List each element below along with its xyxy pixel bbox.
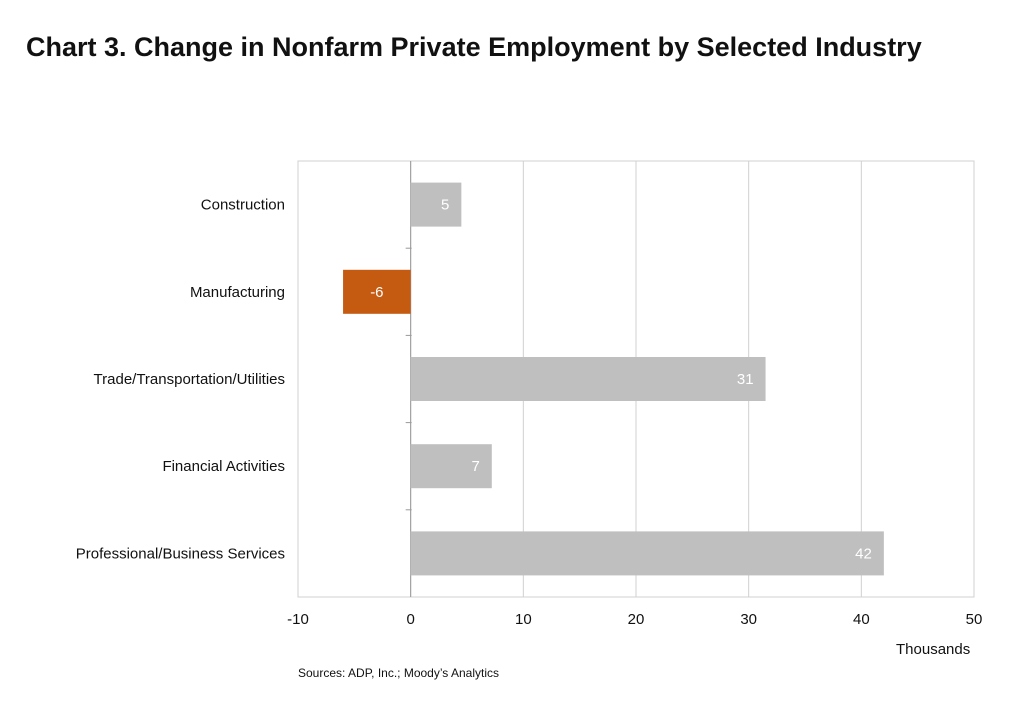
x-tick-label-5: 40 [853,611,870,628]
x-tick-label-0: -10 [287,611,309,628]
data-label-0: 5 [441,197,449,214]
x-tick-label-2: 10 [515,611,532,628]
bar-2 [410,357,766,401]
x-tick-label-1: 0 [406,611,414,628]
data-label-1: -6 [370,284,383,301]
data-label-4: 42 [855,545,872,562]
bar-4 [410,531,884,576]
category-label-1: Manufacturing [190,284,285,301]
bar-0 [410,182,462,227]
data-label-3: 7 [471,458,479,475]
plot-frame [297,160,975,598]
category-label-3: Financial Activities [162,458,285,475]
x-tick-label-6: 50 [966,611,983,628]
category-label-2: Trade/Transportation/Utilities [94,371,285,388]
x-tick-label-3: 20 [628,611,645,628]
chart-title: Chart 3. Change in Nonfarm Private Emplo… [26,32,922,62]
source-note: Sources: ADP, Inc.; Moody’s Analytics [298,666,499,680]
category-label-0: Construction [201,197,285,214]
category-label-4: Professional/Business Services [76,545,285,562]
x-tick-label-4: 30 [740,611,757,628]
x-axis-unit-label: Thousands [896,641,971,658]
bar-3 [410,444,492,489]
data-label-2: 31 [737,371,754,388]
bar-1 [343,269,411,314]
